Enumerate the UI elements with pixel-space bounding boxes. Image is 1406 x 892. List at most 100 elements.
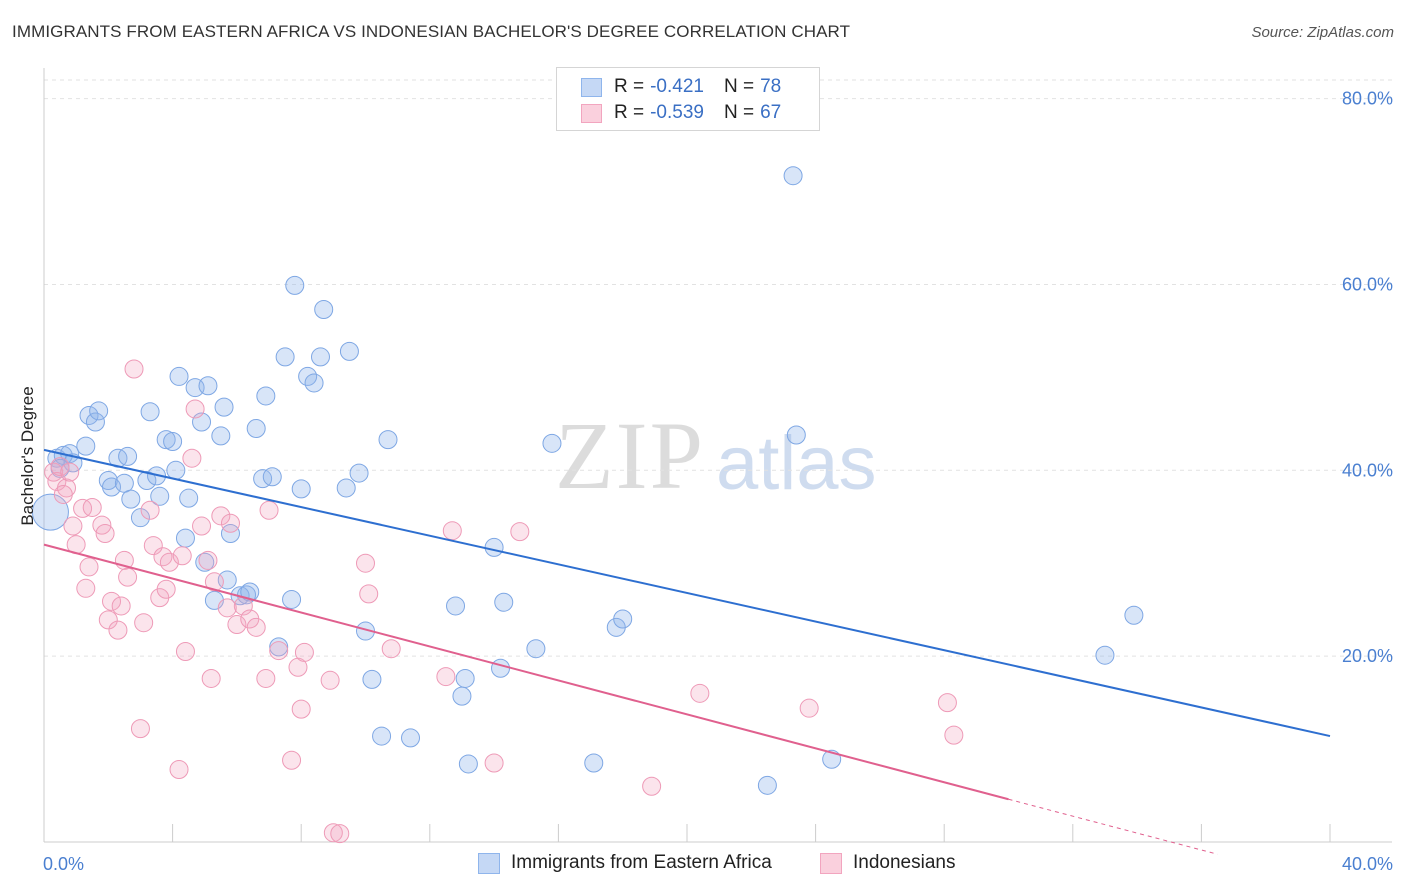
legend-n-label: N = [723, 76, 755, 97]
point-indonesians [259, 500, 279, 520]
point-eastern-africa [1124, 605, 1144, 625]
point-eastern-africa [452, 686, 472, 706]
point-indonesians [73, 498, 93, 518]
point-indonesians [381, 639, 401, 659]
legend-row-indonesians: R = -0.539 N = 67 [557, 101, 781, 125]
legend-swatch-pink [581, 103, 602, 123]
point-eastern-africa [198, 376, 218, 396]
legend-r-value: -0.421 [650, 76, 704, 97]
point-eastern-africa [118, 446, 138, 466]
point-eastern-africa [310, 347, 330, 367]
point-indonesians [172, 546, 192, 566]
point-eastern-africa [349, 463, 369, 483]
point-eastern-africa [304, 373, 324, 393]
point-eastern-africa [484, 537, 504, 557]
point-eastern-africa [1095, 645, 1115, 665]
point-eastern-africa [211, 426, 231, 446]
point-eastern-africa [285, 275, 305, 295]
watermark-atlas: atlas [716, 421, 877, 506]
axes [43, 68, 1392, 843]
point-eastern-africa [240, 582, 260, 602]
legend-r-value: -0.539 [650, 102, 704, 123]
point-eastern-africa [372, 726, 392, 746]
point-indonesians [282, 750, 302, 770]
point-eastern-africa [446, 596, 466, 616]
point-indonesians [269, 641, 289, 661]
point-indonesians [217, 598, 237, 618]
point-eastern-africa [179, 488, 199, 508]
point-eastern-africa [256, 386, 276, 406]
point-eastern-africa [494, 592, 514, 612]
point-indonesians [356, 553, 375, 573]
source-label: Source: ZipAtlas.com [1251, 24, 1394, 41]
point-eastern-africa [150, 486, 170, 506]
point-eastern-africa [246, 418, 266, 438]
legend-n-value: 78 [760, 76, 782, 97]
legend-row-eastern-africa: R = -0.421 N = 78 [557, 75, 781, 99]
point-indonesians [192, 516, 212, 536]
trendline-eastern-africa [43, 448, 1331, 738]
point-indonesians [156, 579, 176, 599]
legend-swatch-blue [478, 852, 500, 874]
point-indonesians [642, 776, 662, 796]
point-eastern-africa [253, 469, 273, 489]
point-eastern-africa [757, 775, 777, 795]
y-tick-label: 40.0% [1342, 460, 1393, 480]
point-eastern-africa [378, 430, 398, 450]
point-indonesians [134, 613, 154, 633]
point-indonesians [436, 667, 456, 687]
trendline-indonesians [43, 543, 1009, 801]
correlation-legend: R = -0.421 N = 78 R = -0.539 N = 67 [556, 67, 820, 131]
point-eastern-africa [362, 669, 382, 689]
point-indonesians [294, 642, 314, 662]
point-indonesians [291, 699, 311, 719]
point-eastern-africa [214, 397, 234, 417]
point-indonesians [60, 462, 80, 482]
point-indonesians [185, 399, 205, 419]
point-eastern-africa [89, 401, 109, 421]
point-indonesians [323, 823, 343, 843]
y-axis-label: Bachelor's Degree [18, 386, 37, 525]
point-indonesians [182, 448, 202, 468]
point-indonesians [169, 760, 189, 780]
grid-lines [44, 79, 1392, 657]
point-indonesians [63, 516, 83, 536]
point-eastern-africa [282, 589, 302, 609]
point-eastern-africa [163, 431, 183, 451]
point-eastern-africa [786, 425, 806, 445]
point-indonesians [484, 753, 504, 773]
y-tick-label: 20.0% [1342, 646, 1393, 666]
point-eastern-africa [175, 528, 195, 548]
point-eastern-africa [220, 523, 240, 543]
point-indonesians [130, 719, 150, 739]
data-points [31, 166, 1144, 844]
legend-swatch-blue [581, 77, 602, 97]
point-indonesians [82, 497, 102, 517]
point-eastern-africa [130, 508, 150, 528]
legend-r-label: R = [614, 102, 645, 123]
point-indonesians [937, 693, 957, 713]
point-eastern-africa [291, 479, 311, 499]
point-indonesians [111, 596, 131, 616]
point-eastern-africa [121, 489, 141, 509]
watermark-zip: ZIP [555, 402, 705, 509]
point-indonesians [510, 522, 530, 542]
point-indonesians [50, 457, 70, 477]
point-eastern-africa [195, 552, 215, 572]
point-eastern-africa [783, 166, 803, 186]
point-indonesians [442, 521, 462, 541]
point-eastern-africa [76, 436, 96, 456]
point-eastern-africa [458, 754, 478, 774]
point-eastern-africa [156, 430, 176, 450]
point-indonesians [79, 557, 99, 577]
point-indonesians [53, 484, 73, 504]
point-indonesians [320, 670, 340, 690]
y-tick-label: 60.0% [1342, 274, 1393, 294]
point-eastern-africa [262, 467, 282, 487]
point-eastern-africa [169, 366, 189, 386]
point-eastern-africa [336, 478, 356, 498]
point-eastern-africa [584, 753, 604, 773]
point-eastern-africa [613, 609, 633, 629]
legend-r-label: R = [614, 76, 645, 97]
